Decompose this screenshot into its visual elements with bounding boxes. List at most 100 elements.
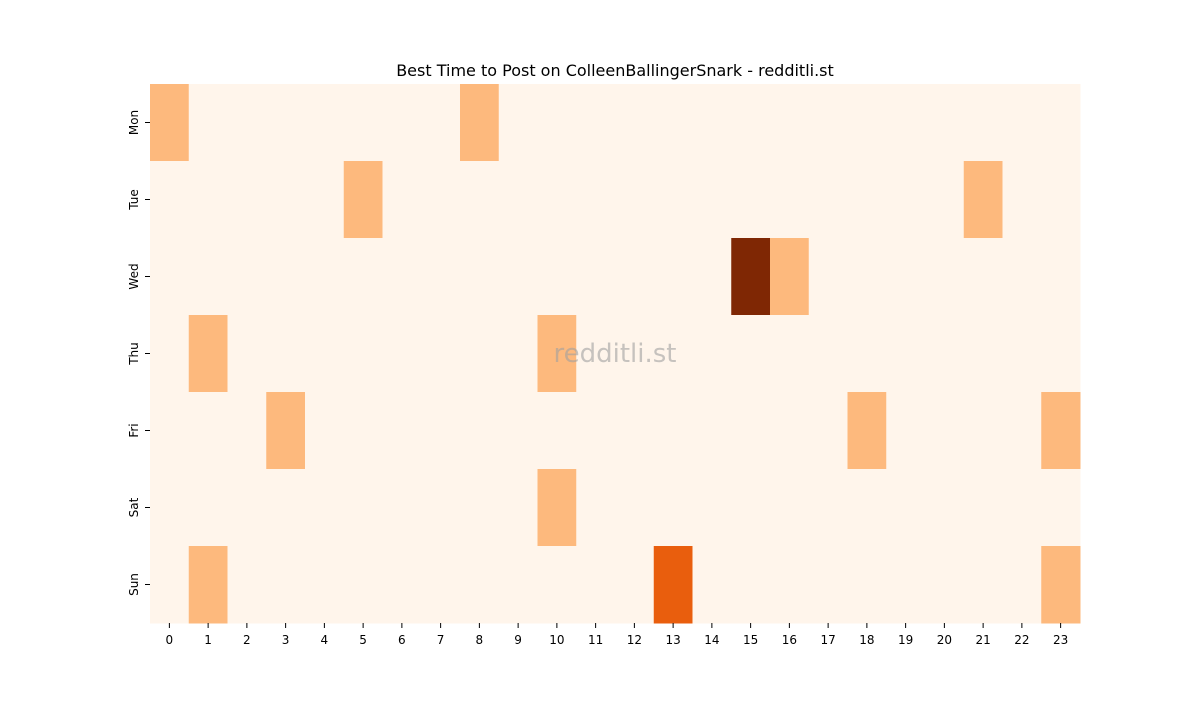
heatmap-cell-thu-0 <box>150 315 190 393</box>
heatmap-cell-thu-10 <box>537 315 577 393</box>
heatmap-cell-fri-1 <box>188 392 228 470</box>
heatmap-cell-fri-7 <box>421 392 461 470</box>
heatmap-cell-wed-5 <box>343 238 383 316</box>
heatmap-cell-wed-22 <box>1002 238 1042 316</box>
heatmap-cell-thu-8 <box>460 315 500 393</box>
heatmap-cell-mon-1 <box>188 84 228 162</box>
heatmap-cell-sat-1 <box>188 469 228 547</box>
heatmap-cell-wed-6 <box>382 238 422 316</box>
heatmap-cell-sat-14 <box>692 469 732 547</box>
heatmap-cell-fri-10 <box>537 392 577 470</box>
heatmap-cell-tue-17 <box>808 161 848 239</box>
heatmap-cell-wed-21 <box>963 238 1003 316</box>
heatmap-cell-sat-6 <box>382 469 422 547</box>
heatmap-cell-fri-11 <box>576 392 616 470</box>
heatmap-cell-mon-13 <box>653 84 693 162</box>
heatmap-cell-wed-7 <box>421 238 461 316</box>
heatmap-cell-mon-6 <box>382 84 422 162</box>
x-tick-label-14: 14 <box>704 633 719 647</box>
heatmap-cell-tue-20 <box>925 161 965 239</box>
x-tick-label-15: 15 <box>743 633 758 647</box>
heatmap-cell-tue-22 <box>1002 161 1042 239</box>
heatmap-cell-sat-4 <box>305 469 345 547</box>
heatmap-cell-mon-5 <box>343 84 383 162</box>
heatmap-cell-thu-9 <box>498 315 538 393</box>
heatmap-cell-mon-8 <box>460 84 500 162</box>
heatmap-cell-fri-17 <box>808 392 848 470</box>
heatmap-cell-tue-15 <box>731 161 771 239</box>
x-tick-label-0: 0 <box>166 633 174 647</box>
heatmap-cell-wed-19 <box>886 238 926 316</box>
heatmap-cell-fri-13 <box>653 392 693 470</box>
heatmap-cell-sun-8 <box>460 546 500 624</box>
heatmap-cell-wed-11 <box>576 238 616 316</box>
heatmap-cell-fri-15 <box>731 392 771 470</box>
heatmap-cell-sun-10 <box>537 546 577 624</box>
y-tick-label-mon: Mon <box>127 110 141 135</box>
heatmap-cell-sat-20 <box>925 469 965 547</box>
heatmap-cell-sun-13 <box>653 546 693 624</box>
heatmap-cell-tue-6 <box>382 161 422 239</box>
heatmap-cell-fri-19 <box>886 392 926 470</box>
heatmap-cell-sun-22 <box>1002 546 1042 624</box>
heatmap-cell-sun-12 <box>615 546 655 624</box>
heatmap-cell-thu-14 <box>692 315 732 393</box>
heatmap-cell-thu-12 <box>615 315 655 393</box>
y-tick-label-wed: Wed <box>127 263 141 289</box>
heatmap-cell-sat-19 <box>886 469 926 547</box>
x-tick-label-10: 10 <box>549 633 564 647</box>
heatmap-cell-sat-13 <box>653 469 693 547</box>
heatmap-cell-sat-18 <box>847 469 887 547</box>
heatmap-cell-sat-16 <box>770 469 810 547</box>
heatmap-cell-mon-0 <box>150 84 190 162</box>
heatmap-cell-fri-3 <box>266 392 306 470</box>
y-axis-ticks: Mon Tue Wed Thu Fri Sat Sun <box>127 110 150 596</box>
heatmap-cell-thu-22 <box>1002 315 1042 393</box>
x-tick-label-2: 2 <box>243 633 251 647</box>
heatmap-cell-mon-10 <box>537 84 577 162</box>
heatmap-cell-sun-16 <box>770 546 810 624</box>
y-tick-label-sun: Sun <box>127 573 141 596</box>
heatmap-cell-thu-11 <box>576 315 616 393</box>
chart-title: Best Time to Post on ColleenBallingerSna… <box>396 61 834 80</box>
y-tick-label-fri: Fri <box>127 423 141 437</box>
heatmap-cell-sun-7 <box>421 546 461 624</box>
x-tick-label-1: 1 <box>204 633 212 647</box>
heatmap-cell-tue-1 <box>188 161 228 239</box>
heatmap-cell-tue-8 <box>460 161 500 239</box>
heatmap-cell-wed-3 <box>266 238 306 316</box>
heatmap-cell-sun-21 <box>963 546 1003 624</box>
heatmap-cell-sat-11 <box>576 469 616 547</box>
heatmap-cell-thu-4 <box>305 315 345 393</box>
heatmap-cell-mon-17 <box>808 84 848 162</box>
heatmap-cell-sun-0 <box>150 546 190 624</box>
heatmap-cell-sun-11 <box>576 546 616 624</box>
heatmap-cell-thu-17 <box>808 315 848 393</box>
heatmap-cell-sun-18 <box>847 546 887 624</box>
heatmap-cell-mon-3 <box>266 84 306 162</box>
heatmap-cell-sat-15 <box>731 469 771 547</box>
heatmap-cell-fri-0 <box>150 392 190 470</box>
x-axis-ticks: 0 1 2 3 4 5 6 7 8 9 10 11 12 13 14 15 16 17 18 19 20 21 22 23 <box>166 623 1068 647</box>
heatmap-cell-sat-23 <box>1041 469 1081 547</box>
heatmap-cell-thu-3 <box>266 315 306 393</box>
watermark: redditli.st <box>554 339 677 369</box>
heatmap-cell-thu-13 <box>653 315 693 393</box>
heatmap-cell-thu-20 <box>925 315 965 393</box>
heatmap-cell-tue-14 <box>692 161 732 239</box>
heatmap-cell-tue-5 <box>343 161 383 239</box>
heatmap-cell-wed-23 <box>1041 238 1081 316</box>
heatmap-cell-sun-5 <box>343 546 383 624</box>
x-tick-label-19: 19 <box>898 633 913 647</box>
heatmap-cell-sat-9 <box>498 469 538 547</box>
heatmap-cell-tue-0 <box>150 161 190 239</box>
x-tick-label-13: 13 <box>665 633 680 647</box>
x-tick-label-3: 3 <box>282 633 290 647</box>
heatmap-cell-fri-14 <box>692 392 732 470</box>
heatmap-cell-tue-18 <box>847 161 887 239</box>
y-tick-label-tue: Tue <box>127 189 141 211</box>
x-tick-label-12: 12 <box>627 633 642 647</box>
heatmap-cell-tue-9 <box>498 161 538 239</box>
heatmap-cell-wed-0 <box>150 238 190 316</box>
heatmap-cell-thu-5 <box>343 315 383 393</box>
